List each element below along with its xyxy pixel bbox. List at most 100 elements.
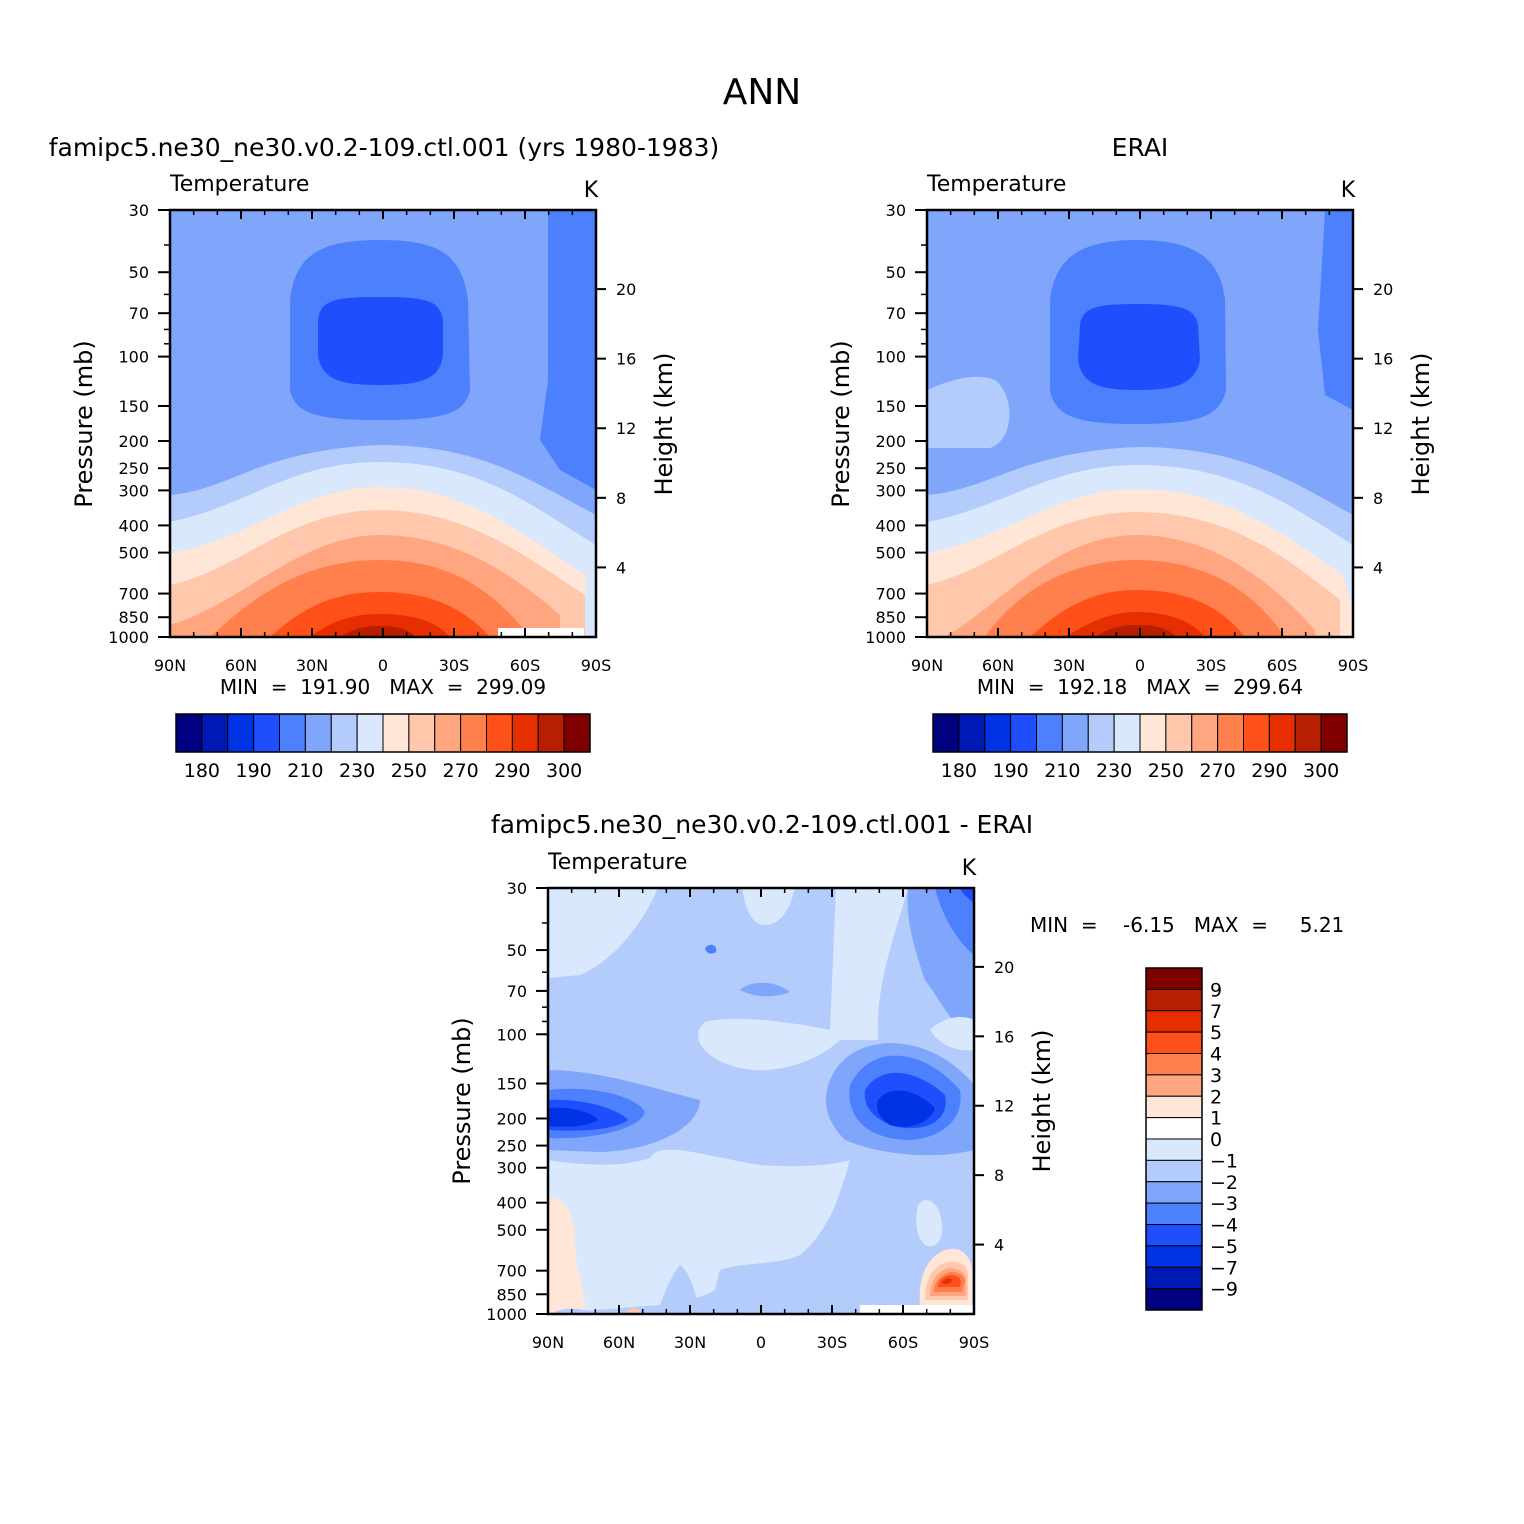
diff-contour-field (548, 888, 974, 1314)
obs-y2-axis-title: Height (km) (1407, 353, 1435, 496)
model-y-axis-title: Pressure (mb) (70, 340, 98, 507)
diff-fill-top-light (742, 888, 795, 925)
obs-units-label: K (1341, 178, 1356, 203)
y-tick-label: 400 (875, 516, 906, 535)
colorbar-label: 300 (546, 760, 582, 782)
obs-fill-level-300 (1095, 625, 1176, 637)
x-tick-label: 90N (154, 656, 186, 675)
colorbar-label: 210 (287, 760, 323, 782)
y-tick-label: 200 (496, 1109, 527, 1128)
x-tick-label: 60S (1267, 656, 1298, 675)
colorbar-swatch (1145, 1266, 1203, 1290)
colorbar-swatch (279, 713, 306, 753)
y-tick-label: 300 (875, 481, 906, 500)
colorbar-swatch (304, 713, 332, 753)
y-tick-label: 500 (875, 544, 906, 563)
y-tick-label: 700 (496, 1262, 527, 1281)
colorbar-label: 270 (1199, 760, 1235, 782)
y-tick-label: 50 (129, 263, 149, 282)
diff-fill-n-warm (548, 1197, 585, 1314)
y-tick-label: 50 (507, 941, 527, 960)
y-tick-label: 70 (886, 304, 906, 323)
colorbar-label: 3 (1210, 1065, 1222, 1087)
x-tick-label: 90N (911, 656, 943, 675)
colorbar-swatch (1145, 1031, 1203, 1054)
colorbar-swatch (1061, 713, 1089, 753)
colorbar-label: 270 (442, 760, 478, 782)
x-tick-label: 0 (378, 656, 388, 675)
diff-y2-axis-title: Height (km) (1028, 1030, 1056, 1173)
diff-axis-ticks: 90N 60N 30N 0 30S 60S 90S 30 50 70 100 150 200 250 300… (486, 879, 1014, 1352)
colorbar-swatch (1145, 988, 1203, 1012)
colorbar-swatch (1145, 1288, 1203, 1311)
colorbar-label: 190 (992, 760, 1028, 782)
colorbar-label: 5 (1210, 1022, 1222, 1044)
colorbar-swatch (958, 713, 986, 753)
y-tick-label: 250 (118, 459, 149, 478)
colorbar-swatch (1294, 713, 1322, 753)
colorbar-swatch (1165, 713, 1193, 753)
y-tick-label: 300 (496, 1159, 527, 1178)
panel-model: famipc5.ne30_ne30.v0.2-109.ctl.001 (yrs … (49, 133, 720, 782)
x-tick-label: 60S (510, 656, 541, 675)
obs-colorbar: 180 190 210 230 250 270 290 300 (932, 713, 1348, 782)
x-tick-label: 90N (532, 1333, 564, 1352)
colorbar-swatch (563, 713, 591, 753)
y2-tick-label: 8 (616, 489, 626, 508)
colorbar-swatch (1139, 713, 1167, 753)
colorbar-label: 290 (494, 760, 530, 782)
y-tick-label: 1000 (108, 628, 149, 647)
colorbar-swatch (1145, 1159, 1203, 1183)
diff-fill-s-low-light (916, 1200, 943, 1247)
x-tick-label: 30S (439, 656, 470, 675)
x-tick-label: 30N (296, 656, 328, 675)
x-tick-label: 60N (603, 1333, 635, 1352)
y-tick-label: 500 (496, 1221, 527, 1240)
figure-title: ANN (723, 72, 802, 113)
obs-axis-ticks: 90N 60N 30N 0 30S 60S 90S 30 50 70 100 150 200 250 300… (865, 201, 1393, 675)
x-tick-label: 0 (1135, 656, 1145, 675)
y2-tick-label: 4 (616, 558, 626, 577)
diff-fill-s-light (930, 1017, 974, 1051)
colorbar-swatch (330, 713, 358, 753)
x-tick-label: 30S (1196, 656, 1227, 675)
panel-diff-title: famipc5.ne30_ne30.v0.2-109.ctl.001 - ERA… (491, 810, 1033, 839)
diff-fill-surface-a (552, 1308, 600, 1314)
colorbar-swatch (1191, 713, 1219, 753)
colorbar-label: 2 (1210, 1086, 1222, 1108)
y-tick-label: 300 (118, 481, 149, 500)
colorbar-swatch (1113, 713, 1141, 753)
diff-missing-data (860, 1305, 974, 1314)
colorbar-swatch (1036, 713, 1063, 753)
y-tick-label: 700 (118, 585, 149, 604)
diff-fill-surface-b (625, 1308, 642, 1314)
y-tick-label: 400 (496, 1194, 527, 1213)
colorbar-label: −7 (1210, 1257, 1238, 1279)
colorbar-label: 7 (1210, 1001, 1222, 1023)
colorbar-swatch (1145, 1245, 1203, 1268)
colorbar-label: −9 (1210, 1279, 1238, 1301)
colorbar-label: 9 (1210, 979, 1222, 1001)
x-tick-label: 90S (959, 1333, 990, 1352)
y2-tick-label: 12 (994, 1097, 1014, 1116)
colorbar-swatch (253, 713, 280, 753)
colorbar-frame (932, 713, 1348, 753)
y-tick-label: 70 (129, 304, 149, 323)
y-tick-label: 30 (886, 201, 906, 220)
y2-tick-label: 20 (616, 280, 636, 299)
colorbar-swatch (1087, 713, 1115, 753)
diff-min-max: MIN = -6.15 MAX = 5.21 (1030, 913, 1344, 937)
y-tick-label: 700 (875, 585, 906, 604)
colorbar-label: 250 (391, 760, 427, 782)
x-tick-label: 60N (982, 656, 1014, 675)
colorbar-swatch (1145, 1138, 1203, 1161)
diff-fill-blob-b (705, 944, 717, 954)
diff-y-axis-title: Pressure (mb) (448, 1017, 476, 1184)
y2-tick-label: 12 (1373, 419, 1393, 438)
colorbar-label: 180 (941, 760, 977, 782)
colorbar-swatch (1268, 713, 1296, 753)
obs-fill-polar-s (1318, 210, 1353, 410)
diff-fill-center-light (698, 888, 908, 1071)
